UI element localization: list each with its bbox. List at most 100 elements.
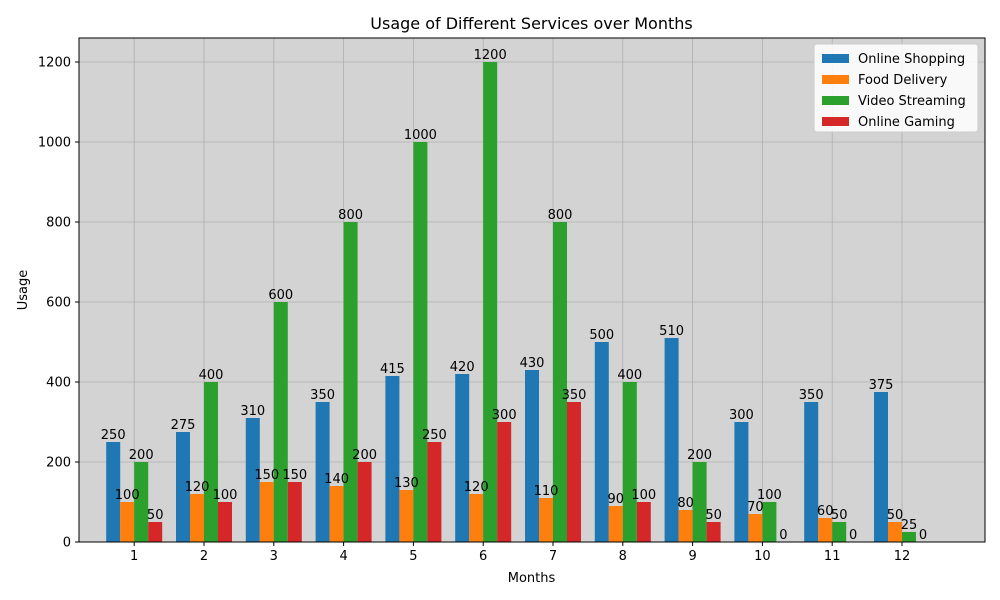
bar-value-label: 120	[464, 480, 489, 495]
bar-food-delivery	[190, 494, 204, 542]
bar-value-label: 250	[101, 428, 126, 443]
bar-video-streaming	[134, 462, 149, 542]
bar-food-delivery	[888, 522, 902, 542]
x-tick-label: 7	[549, 549, 557, 564]
bar-value-label: 600	[268, 288, 293, 303]
bar-online-shopping	[594, 342, 609, 542]
legend-swatch	[822, 96, 849, 105]
bar-value-label: 50	[147, 508, 164, 523]
bar-video-streaming	[343, 222, 358, 542]
bar-food-delivery	[608, 506, 623, 542]
bar-value-label: 100	[631, 488, 656, 503]
bar-value-label: 310	[240, 404, 265, 419]
bar-value-label: 0	[779, 528, 787, 543]
plot-frame	[78, 37, 986, 543]
bar-food-delivery	[329, 486, 344, 542]
x-tick-label: 5	[409, 549, 417, 564]
x-tick-label: 12	[894, 549, 911, 564]
bar-value-label: 120	[185, 480, 210, 495]
x-tick-label: 11	[824, 549, 841, 564]
bar-video-streaming	[692, 462, 707, 542]
bar-value-label: 60	[817, 504, 834, 519]
bar-online-shopping	[315, 402, 330, 542]
bar-online-gaming	[497, 422, 512, 542]
bar-value-label: 100	[757, 488, 782, 503]
y-tick-label: 200	[46, 456, 71, 471]
bar-value-label: 150	[254, 468, 279, 483]
bar-value-label: 800	[338, 208, 363, 223]
bar-value-label: 150	[282, 468, 307, 483]
bar-online-gaming	[567, 402, 581, 542]
bar-video-streaming	[553, 222, 567, 542]
bar-online-shopping	[106, 442, 121, 542]
bar-online-shopping	[455, 374, 470, 542]
legend-box	[813, 43, 979, 133]
bar-food-delivery	[399, 490, 414, 542]
x-tick-label: 6	[479, 549, 487, 564]
bar-value-label: 350	[310, 388, 335, 403]
bar-value-label: 200	[687, 448, 712, 463]
bar-online-shopping	[804, 402, 819, 542]
bar-online-shopping	[734, 422, 749, 542]
x-tick-label: 2	[200, 549, 208, 564]
bar-video-streaming	[762, 502, 777, 542]
bar-value-label: 500	[589, 328, 614, 343]
bar-value-label: 300	[729, 408, 754, 423]
bar-video-streaming	[413, 142, 428, 542]
bar-value-label: 275	[171, 418, 196, 433]
bar-video-streaming	[622, 382, 637, 542]
bar-food-delivery	[818, 518, 833, 542]
y-tick-label: 1000	[38, 136, 71, 151]
bar-value-label: 130	[394, 476, 419, 491]
bar-value-label: 350	[562, 388, 587, 403]
bar-value-label: 1000	[404, 128, 437, 143]
bar-video-streaming	[204, 382, 218, 542]
bar-value-label: 0	[919, 528, 927, 543]
bar-value-label: 50	[887, 508, 904, 523]
bar-online-gaming	[636, 502, 651, 542]
y-tick-label: 800	[46, 216, 71, 231]
bars-group	[106, 62, 916, 542]
bar-value-label: 430	[520, 356, 545, 371]
y-axis-label: Usage	[16, 270, 31, 311]
bar-food-delivery	[748, 514, 763, 542]
bar-value-label: 420	[450, 360, 475, 375]
bar-value-label: 400	[617, 368, 642, 383]
bar-value-label: 90	[608, 492, 625, 507]
bar-value-label: 350	[799, 388, 824, 403]
legend-swatch	[822, 117, 849, 126]
x-tick-label: 8	[619, 549, 627, 564]
bar-value-label: 80	[677, 496, 694, 511]
bar-online-gaming	[148, 522, 163, 542]
bar-online-shopping	[385, 376, 400, 542]
bar-value-label: 1200	[474, 48, 507, 63]
bar-value-label: 110	[534, 484, 559, 499]
legend-label: Food Delivery	[858, 73, 948, 88]
bar-food-delivery	[678, 510, 693, 542]
chart-title: Usage of Different Services over Months	[370, 14, 692, 33]
bar-online-gaming	[218, 502, 232, 542]
bar-value-label: 100	[213, 488, 238, 503]
bar-online-gaming	[357, 462, 372, 542]
y-tick-label: 600	[46, 296, 71, 311]
bar-video-streaming	[273, 302, 288, 542]
legend: Online Shopping Food Delivery Video Stream…	[813, 43, 979, 133]
legend-label: Video Streaming	[858, 94, 966, 109]
bar-video-streaming	[483, 62, 498, 542]
bar-value-label: 400	[199, 368, 224, 383]
legend-swatch	[822, 75, 849, 84]
bar-online-gaming	[427, 442, 442, 542]
bar-value-label: 800	[548, 208, 573, 223]
bar-value-label: 50	[831, 508, 848, 523]
x-tick-label: 1	[130, 549, 138, 564]
bar-online-gaming	[287, 482, 302, 542]
y-tick-label: 1200	[38, 56, 71, 71]
x-tick-label: 10	[754, 549, 771, 564]
bar-online-shopping	[664, 338, 679, 542]
x-tick-label: 3	[270, 549, 278, 564]
bar-video-streaming	[832, 522, 847, 542]
bar-food-delivery	[469, 494, 484, 542]
